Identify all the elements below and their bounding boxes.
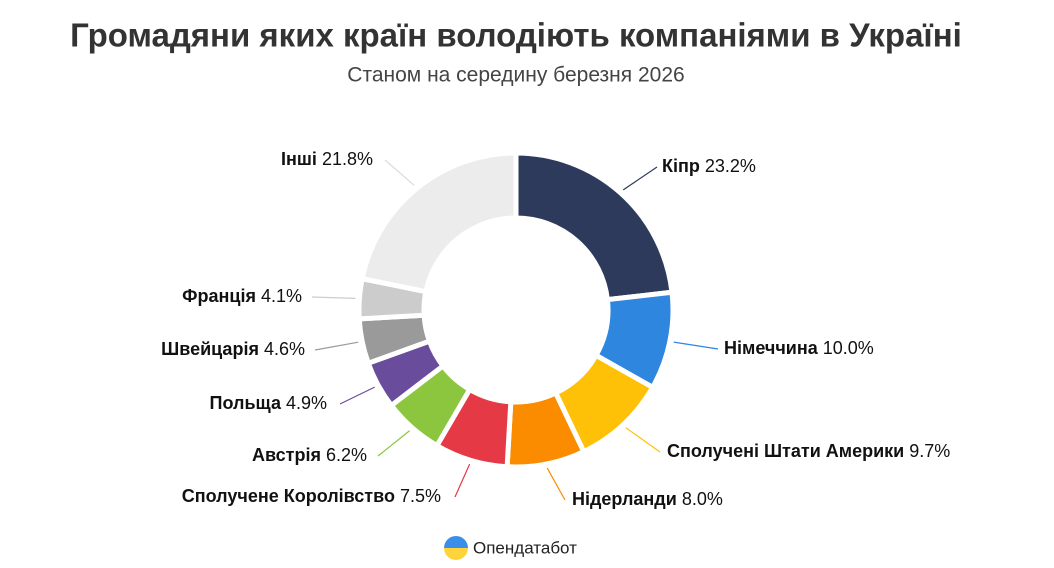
donut-slice [513, 150, 675, 303]
slice-name: Польща [210, 393, 282, 413]
slice-value-label: 4.9% [286, 393, 327, 413]
leader-line [622, 166, 658, 191]
leader-line [673, 341, 719, 350]
leader-line [314, 341, 359, 351]
slice-value-label: 4.1% [261, 286, 302, 306]
slice-label: Польща 4.9% [210, 393, 327, 413]
slice-label: Австрія 6.2% [252, 445, 367, 465]
slice-label: Нідерланди 8.0% [572, 489, 723, 509]
slice-label: Швейцарія 4.6% [161, 339, 305, 359]
slice-name: Інші [281, 149, 317, 169]
logo-icon [444, 536, 468, 560]
leader-line [311, 296, 356, 299]
slice-value-label: 21.8% [322, 149, 373, 169]
slice-value-label: 8.0% [682, 489, 723, 509]
slice-name: Сполучені Штати Америки [667, 441, 904, 461]
slice-name: Нідерланди [572, 489, 677, 509]
slice-label: Сполучене Королівство 7.5% [182, 486, 441, 506]
source-logo: Опендатабот [473, 538, 577, 557]
leader-line [454, 463, 471, 498]
slice-name: Франція [182, 286, 256, 306]
slice-value-label: 23.2% [705, 156, 756, 176]
donut-slice [359, 150, 519, 295]
slice-value-label: 4.6% [264, 339, 305, 359]
slice-name: Австрія [252, 445, 321, 465]
slice-name: Німеччина [724, 338, 819, 358]
leader-line [377, 430, 410, 457]
leader-line [546, 467, 566, 501]
slice-name: Сполучене Королівство [182, 486, 395, 506]
leader-line [339, 386, 375, 405]
slice-value-label: 6.2% [326, 445, 367, 465]
leader-line [625, 427, 661, 453]
chart-title: Громадяни яких країн володіють компаніям… [70, 17, 962, 54]
slice-label: Кіпр 23.2% [662, 156, 756, 176]
slice-name: Швейцарія [161, 339, 259, 359]
slice-label: Німеччина 10.0% [724, 338, 874, 358]
slice-name: Кіпр [662, 156, 700, 176]
leader-line [384, 159, 415, 186]
chart-subtitle: Станом на середину березня 2026 [347, 64, 684, 87]
slice-label: Інші 21.8% [281, 149, 373, 169]
slice-value-label: 10.0% [823, 338, 874, 358]
slice-label: Сполучені Штати Америки 9.7% [667, 441, 950, 461]
slice-value-label: 7.5% [400, 486, 441, 506]
slice-value-label: 9.7% [909, 441, 950, 461]
slice-label: Франція 4.1% [182, 286, 302, 306]
